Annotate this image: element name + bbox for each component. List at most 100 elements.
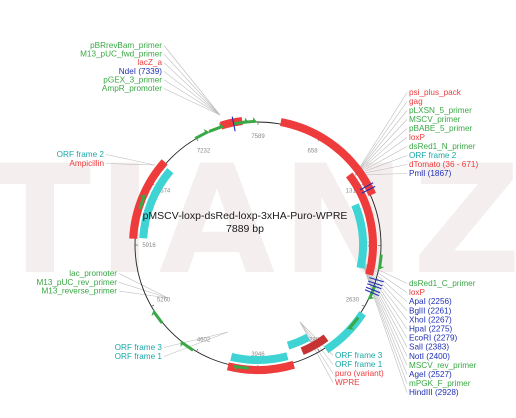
restriction-site-mark xyxy=(364,289,380,297)
primer-arrow xyxy=(194,128,210,140)
tick-label: 2630 xyxy=(346,298,360,304)
feature-label: loxP xyxy=(409,133,425,142)
feature-arc-wpre-bottom xyxy=(226,360,295,374)
label-leader-line xyxy=(299,321,334,383)
label-leader-line xyxy=(354,119,408,176)
label-leader-line xyxy=(354,110,408,176)
label-leader-line xyxy=(163,53,221,116)
label-leader-line xyxy=(361,261,408,348)
feature-label: ApaI (2256) xyxy=(409,297,452,306)
primer-arrow xyxy=(377,254,385,271)
restriction-site-mark xyxy=(368,280,383,287)
feature-label: lacZ_a xyxy=(137,58,162,67)
feature-label: XhoI (2267) xyxy=(409,315,452,324)
primer-arrow xyxy=(208,122,225,133)
label-leader-line xyxy=(105,154,156,166)
feature-label: M13_pUC_fwd_primer xyxy=(80,50,162,59)
plasmid-size: 7889 bp xyxy=(226,223,264,235)
feature-label: AmpR_promoter xyxy=(102,84,162,93)
tick-label: 4602 xyxy=(197,337,211,343)
feature-label: pLXSN_5_primer xyxy=(409,106,472,115)
feature-arc-orf-frame-1-lower xyxy=(286,333,311,350)
feature-label: Ampicillin xyxy=(69,159,104,168)
feature-label: NdeI (7339) xyxy=(119,67,163,76)
feature-label: PmlI (1867) xyxy=(409,169,452,178)
tick-mark xyxy=(196,348,199,352)
restriction-site-mark xyxy=(369,277,384,283)
feature-label: pGEX_3_primer xyxy=(103,75,162,84)
label-leader-line xyxy=(105,163,156,166)
feature-label: dTomato (36 - 671) xyxy=(409,160,478,169)
feature-label: M13_pUC_rev_primer xyxy=(36,278,117,287)
tick-label: 3288 xyxy=(306,337,320,343)
feature-label: lac_promoter xyxy=(69,269,117,278)
feature-label: M13_reverse_primer xyxy=(41,287,117,296)
feature-label: ORF frame 3 xyxy=(335,351,383,360)
feature-label: gag xyxy=(409,97,423,106)
label-leader-line xyxy=(354,128,408,176)
label-leader-line xyxy=(163,62,221,116)
feature-label: ORF frame 3 xyxy=(115,343,163,352)
feature-label: mPGK_F_primer xyxy=(409,379,471,388)
label-leader-line xyxy=(361,261,408,366)
label-leader-line xyxy=(354,137,408,176)
feature-label: EcoRI (2279) xyxy=(409,334,458,343)
tick-mark xyxy=(317,348,320,352)
label-leader-line xyxy=(118,273,169,299)
restriction-site-mark xyxy=(359,182,374,191)
tick-label: 7232 xyxy=(197,149,211,155)
primer-arrow xyxy=(346,316,360,330)
label-leader-line xyxy=(163,331,229,357)
label-leader-line xyxy=(361,261,408,384)
feature-label: pBABE_5_primer xyxy=(409,124,473,133)
tick-mark xyxy=(151,304,155,307)
feature-label: HpaI (2275) xyxy=(409,325,453,334)
label-leader-line xyxy=(163,79,221,116)
label-leader-line xyxy=(163,331,229,348)
restriction-site-mark xyxy=(361,185,376,194)
label-leader-line xyxy=(361,261,408,393)
feature-arc-orf-frame-2-right xyxy=(351,203,367,269)
plasmid-name: pMSCV-loxp-dsRed-loxp-3xHA-Puro-WPRE xyxy=(143,210,348,222)
label-leader-line xyxy=(118,290,169,299)
feature-label: pBRrevBam_primer xyxy=(90,41,162,50)
restriction-site-mark xyxy=(365,286,381,294)
restriction-site-mark xyxy=(367,283,382,290)
feature-label: dsRed1_N_primer xyxy=(409,142,476,151)
feature-label: psi_plus_pack xyxy=(409,88,462,97)
feature-label: MSCV_primer xyxy=(409,115,461,124)
feature-label: ORF frame 2 xyxy=(409,151,457,160)
feature-label: ORF frame 2 xyxy=(57,150,105,159)
label-leader-line xyxy=(354,101,408,176)
feature-arc-psi-plus-pack xyxy=(280,118,377,197)
tick-label: 1316 xyxy=(346,189,360,195)
feature-arc-orf-cyan-lower xyxy=(323,311,366,354)
feature-label: ORF frame 1 xyxy=(335,360,383,369)
feature-label: AgeI (2527) xyxy=(409,370,452,379)
primer-arrow xyxy=(180,339,194,352)
feature-label: WPRE xyxy=(335,378,360,387)
tick-label: 7589 xyxy=(251,134,265,140)
feature-arc-orf-frame-2-left xyxy=(139,168,174,239)
feature-arc-puro xyxy=(300,334,329,355)
tick-mark xyxy=(361,304,365,307)
label-leader-line xyxy=(354,146,408,176)
feature-label: loxP xyxy=(409,288,425,297)
tick-label: 3946 xyxy=(251,352,265,358)
label-leader-line xyxy=(361,261,408,375)
feature-label: puro (variant) xyxy=(335,369,384,378)
label-leader-line xyxy=(163,88,221,116)
label-leader-line xyxy=(163,71,221,116)
primer-arrow xyxy=(151,309,164,324)
feature-label: BglII (2261) xyxy=(409,306,452,315)
feature-label: SalI (2383) xyxy=(409,343,449,352)
primer-arrow xyxy=(233,364,249,372)
feature-label: ORF frame 1 xyxy=(115,352,163,361)
feature-label: NotI (2400) xyxy=(409,352,450,361)
feature-label: dsRed1_C_primer xyxy=(409,279,476,288)
label-leader-line xyxy=(354,92,408,176)
tick-label: 658 xyxy=(308,149,319,155)
restriction-site-mark xyxy=(231,116,236,132)
primer-arrow xyxy=(241,116,258,124)
